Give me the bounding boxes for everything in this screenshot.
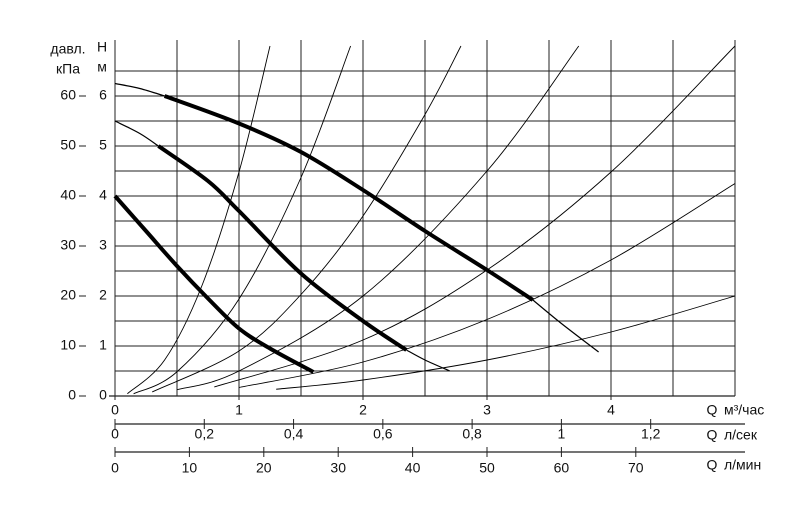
x-tick-label: 2	[359, 402, 367, 418]
y-label: м	[97, 59, 107, 75]
y-label: H	[97, 39, 107, 55]
x2-tick-label: 0	[111, 426, 119, 442]
y-tick-label: 4	[99, 187, 107, 203]
curve	[238, 183, 736, 388]
x-tick-label: 4	[607, 402, 615, 418]
curve	[152, 45, 462, 393]
x3-tick-label: 10	[182, 460, 198, 476]
x3-tick-label: 50	[479, 460, 495, 476]
x2-tick-label: 0,8	[462, 426, 482, 442]
curve	[276, 295, 736, 390]
x3-tick-label: 70	[628, 460, 644, 476]
x3-tick-label: 60	[554, 460, 570, 476]
x2-tick-label: 0,4	[284, 426, 304, 442]
x3-tick-label: 0	[111, 460, 119, 476]
y-tick-label: 2	[99, 287, 107, 303]
y-tick-label: 6	[99, 87, 107, 103]
curve	[532, 299, 599, 353]
x2-tick-label: 1,2	[641, 426, 661, 442]
x-label: Q	[707, 402, 718, 418]
y-tick-label: 3	[99, 237, 107, 253]
x3-label: л/мин	[724, 457, 761, 473]
y-tick-label: 5	[99, 137, 107, 153]
x2-label: Q	[707, 427, 718, 443]
x2-tick-label: 0,2	[195, 426, 215, 442]
y2-label: кПа	[56, 61, 80, 77]
x3-label: Q	[707, 457, 718, 473]
y2-tick-label: 20	[60, 287, 76, 303]
y2-tick-label: 60	[60, 87, 76, 103]
y-tick-label: 1	[99, 337, 107, 353]
curve	[176, 45, 580, 391]
curve	[127, 45, 271, 395]
x-tick-label: 1	[235, 402, 243, 418]
pump-curve	[163, 94, 534, 302]
x2-tick-label: 0,6	[373, 426, 393, 442]
curve	[214, 45, 736, 388]
x-tick-label: 3	[483, 402, 491, 418]
y2-tick-label: 10	[60, 337, 76, 353]
curve	[133, 45, 352, 395]
y2-tick-label: 40	[60, 187, 76, 203]
x3-tick-label: 30	[330, 460, 346, 476]
y-tick-label: 0	[99, 387, 107, 403]
curve	[406, 349, 451, 372]
x-tick-label: 0	[111, 402, 119, 418]
curve	[114, 120, 159, 147]
x3-tick-label: 40	[405, 460, 421, 476]
x-label: м³/час	[724, 402, 764, 418]
y2-tick-label: 30	[60, 237, 76, 253]
x2-label: л/сек	[724, 427, 758, 443]
curve	[114, 82, 165, 97]
y2-tick-label: 50	[60, 137, 76, 153]
y2-label: давл.	[50, 41, 85, 57]
x2-tick-label: 1	[557, 426, 565, 442]
x3-tick-label: 20	[256, 460, 272, 476]
pump-curve	[157, 144, 408, 352]
pump-curve	[113, 194, 315, 374]
y2-tick-label: 0	[68, 387, 76, 403]
